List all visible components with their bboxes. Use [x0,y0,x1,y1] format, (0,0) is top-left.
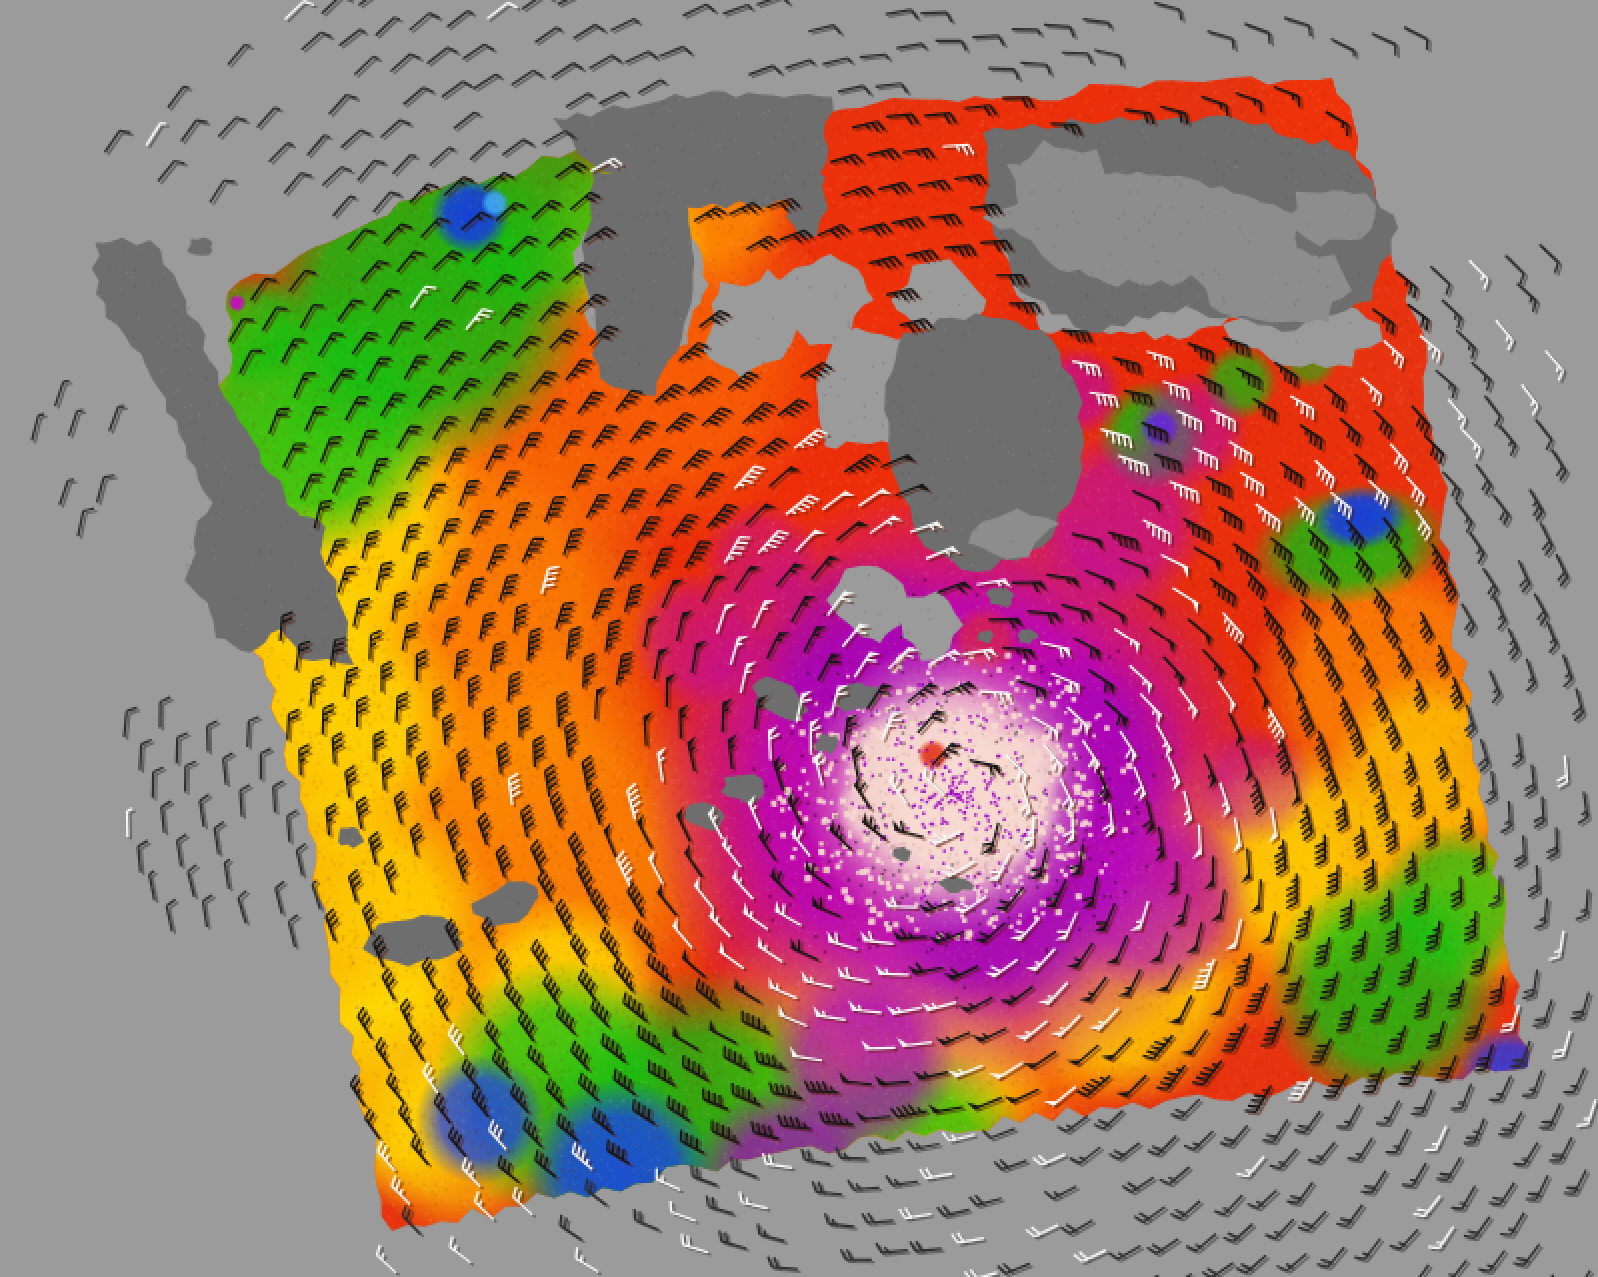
scatterometer-wind-map [0,0,1598,1277]
wind-field-canvas [0,0,1598,1277]
